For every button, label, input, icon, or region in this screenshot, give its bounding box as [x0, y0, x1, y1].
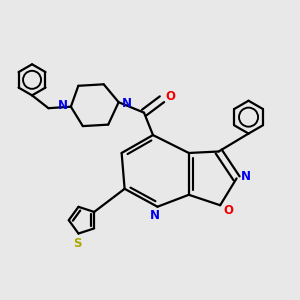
- Text: O: O: [165, 90, 175, 103]
- Text: N: N: [122, 97, 132, 110]
- Text: S: S: [73, 237, 81, 250]
- Text: N: N: [241, 170, 250, 183]
- Text: O: O: [224, 204, 233, 217]
- Text: N: N: [58, 99, 68, 112]
- Text: N: N: [150, 208, 160, 222]
